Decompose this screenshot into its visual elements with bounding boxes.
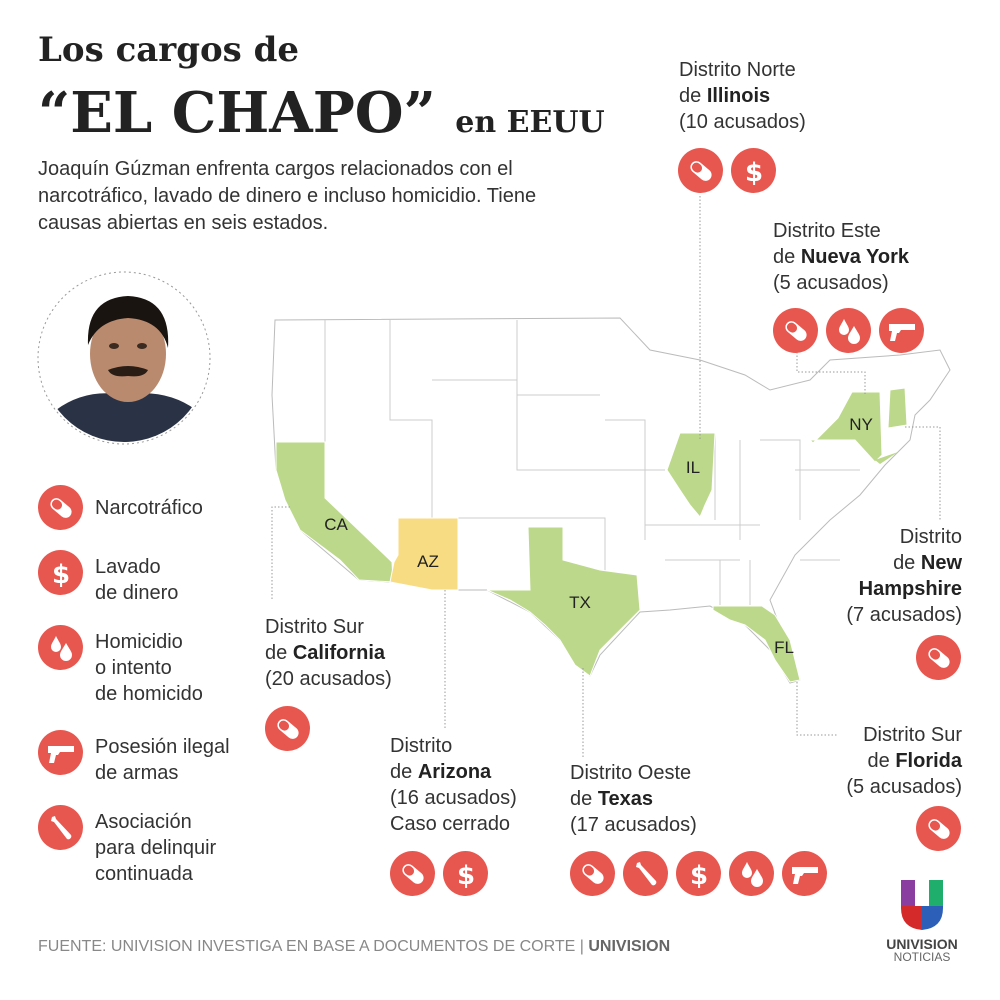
legend-label: Posesión ilegal de armas: [95, 736, 230, 784]
pill-icon: [916, 635, 961, 680]
district-nueva-york: Distrito Este de Nueva York (5 acusados): [773, 220, 910, 294]
pill-icon: [916, 806, 961, 851]
bat-icon: [623, 851, 668, 896]
gun-icon: [782, 851, 827, 896]
title-line-2: “EL CHAPO” en EEUU: [38, 80, 605, 146]
title-main: “EL CHAPO”: [38, 80, 436, 146]
pill-icon: [570, 851, 615, 896]
legend-label: Homicidio o intento de homicido: [95, 631, 203, 705]
legend-item-narcotrafico: Narcotráfico: [38, 485, 203, 530]
charges-nueva-york: [773, 308, 924, 353]
pill-icon: [265, 706, 310, 751]
charges-florida: [916, 806, 961, 851]
state-label-ny: NY: [849, 415, 873, 434]
dollar-icon: [443, 851, 488, 896]
univision-logo: UNIVISION NOTICIAS: [880, 880, 964, 964]
legend-item-lavado: Lavado de dinero: [38, 550, 178, 606]
dollar-icon: [38, 550, 83, 595]
pill-icon: [38, 485, 83, 530]
drops-icon: [729, 851, 774, 896]
gun-icon: [879, 308, 924, 353]
title-suffix: en EEUU: [455, 105, 605, 140]
legend-label: Asociación para delinquir continuada: [95, 811, 217, 885]
state-AZ: [389, 517, 459, 591]
state-label-fl: FL: [774, 638, 794, 657]
legend-label: Lavado de dinero: [95, 556, 179, 604]
charges-arizona: [390, 851, 488, 896]
legend-label: Narcotráfico: [95, 497, 203, 519]
state-NY-long-island: [875, 452, 898, 464]
charges-new-hampshire: [916, 635, 961, 680]
charges-illinois: [678, 148, 776, 193]
legend-item-asociacion: Asociación para delinquir continuada: [38, 805, 216, 887]
district-new-hampshire: Distrito de New Hampshire (7 acusados): [846, 526, 962, 626]
state-label-ca: CA: [324, 515, 348, 534]
state-NH: [887, 387, 908, 429]
pill-icon: [773, 308, 818, 353]
state-label-tx: TX: [569, 593, 591, 612]
pill-icon: [678, 148, 723, 193]
charges-california: [265, 706, 310, 751]
state-NY: [808, 391, 883, 463]
gun-icon: [38, 730, 83, 775]
state-IL: [666, 432, 716, 518]
drops-icon: [38, 625, 83, 670]
dollar-icon: [676, 851, 721, 896]
charges-texas: [570, 851, 827, 896]
state-TX: [486, 526, 641, 677]
district-florida: Distrito Sur de Florida (5 acusados): [846, 724, 962, 798]
district-illinois: Distrito Norte de Illinois (10 acusados): [679, 59, 806, 133]
district-texas: Distrito Oeste de Texas (17 acusados): [570, 762, 697, 836]
intro-text: Joaquín Gúzman enfrenta cargos relaciona…: [38, 158, 537, 234]
state-borders: [324, 320, 860, 605]
title-line-1: Los cargos de: [38, 30, 300, 70]
leader-lines: [271, 196, 941, 758]
pill-icon: [390, 851, 435, 896]
district-arizona: Distrito de Arizona (16 acusados) Caso cerr…: [390, 735, 517, 835]
state-label-az: AZ: [417, 552, 439, 571]
state-label-il: IL: [686, 458, 700, 477]
state-FL: [712, 605, 801, 683]
legend-item-homicidio: Homicidio o intento de homicido: [38, 625, 203, 707]
district-california: Distrito Sur de California (20 acusados): [265, 616, 392, 690]
drops-icon: [826, 308, 871, 353]
legend-item-armas: Posesión ilegal de armas: [38, 730, 230, 786]
dollar-icon: [731, 148, 776, 193]
portrait-photo: [37, 271, 211, 445]
bat-icon: [38, 805, 83, 850]
univision-logo-mark: [901, 880, 943, 930]
state-CA: [275, 441, 394, 583]
source-footer: FUENTE: UNIVISION INVESTIGA EN BASE A DO…: [38, 938, 671, 955]
